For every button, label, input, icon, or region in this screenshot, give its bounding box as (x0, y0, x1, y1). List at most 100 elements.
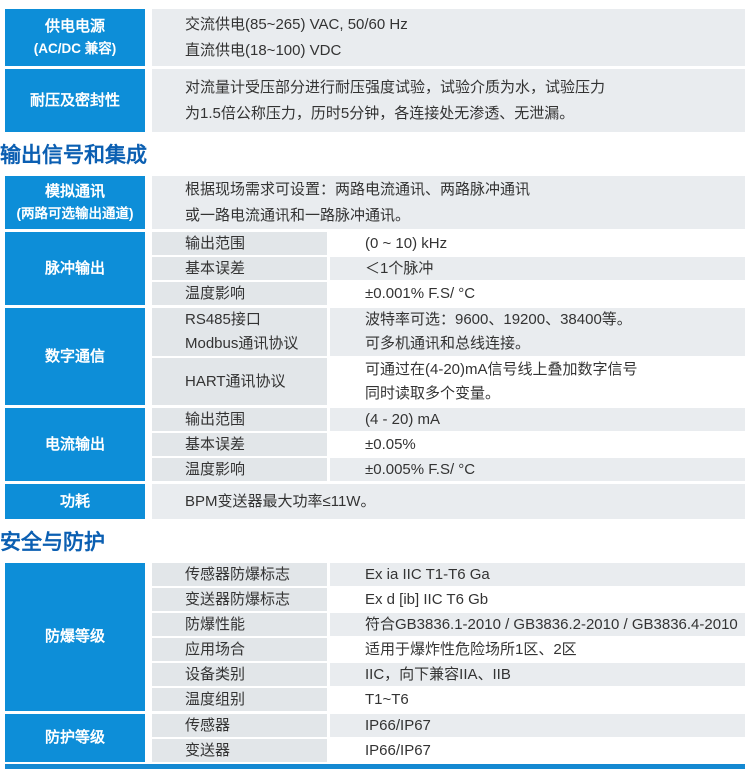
row-label: 输出范围 (152, 408, 327, 431)
value-line2: 或一路电流通讯和一路脉冲通讯。 (185, 206, 411, 224)
row-label: HART通讯协议 (152, 358, 327, 405)
table-row: 变送器防爆标志 Ex d [ib] IIC T6 Gb (152, 588, 745, 611)
table-row: 应用场合 适用于爆炸性危险场所1区、2区 (152, 638, 745, 661)
label-line1: HART通讯协议 (185, 372, 286, 390)
row-label: 变送器 (152, 739, 327, 762)
table-row: 传感器防爆标志 Ex ia IIC T1-T6 Ga (152, 563, 745, 586)
row-value: (4 - 20) mA (330, 408, 745, 431)
row-label: 温度影响 (152, 458, 327, 481)
table-row: RS485接口 Modbus通讯协议 波特率可选：9600、19200、3840… (152, 308, 745, 356)
value-line2: 直流供电(18~100) VDC (185, 41, 342, 59)
group-header-current-output: 电流输出 (5, 408, 145, 481)
row-value: (0 ~ 10) kHz (330, 232, 745, 255)
group-explosion-proof-rating: 防爆等级 传感器防爆标志 Ex ia IIC T1-T6 Ga 变送器防爆标志 … (5, 563, 745, 711)
group-header-digital-comm: 数字通信 (5, 308, 145, 405)
row-value: IP66/IP67 (330, 739, 745, 762)
table-row: BPM变送器最大功率≤11W。 (152, 484, 745, 519)
value-line1: 可通过在(4-20)mA信号线上叠加数字信号 (365, 360, 638, 378)
table-row: 设备类别 IIC，向下兼容IIA、IIB (152, 663, 745, 686)
row-value: 根据现场需求可设置：两路电流通讯、两路脉冲通讯 或一路电流通讯和一路脉冲通讯。 (152, 176, 745, 229)
row-label: 应用场合 (152, 638, 327, 661)
row-label: 基本误差 (152, 257, 327, 280)
value-line1: 根据现场需求可设置：两路电流通讯、两路脉冲通讯 (185, 180, 531, 198)
row-value: IIC，向下兼容IIA、IIB (330, 663, 745, 686)
label-line1: RS485接口 (185, 311, 261, 328)
row-value: Ex ia IIC T1-T6 Ga (330, 563, 745, 586)
group-header-power-supply: 供电电源 (AC/DC 兼容) (5, 9, 145, 66)
group-rows: 传感器 IP66/IP67 变送器 IP66/IP67 (152, 714, 745, 762)
row-label: 输出范围 (152, 232, 327, 255)
value-line1: 交流供电(85~265) VAC, 50/60 Hz (185, 15, 408, 33)
value-line1: 对流量计受压部分进行耐压强度试验，试验介质为水，试验压力 (185, 78, 606, 96)
group-analog-comm: 模拟通讯 (两路可选输出通道) 根据现场需求可设置：两路电流通讯、两路脉冲通讯 … (5, 176, 745, 229)
row-label: 传感器 (152, 714, 327, 737)
group-header-line1: 脉冲输出 (44, 259, 105, 277)
output-spec-table: 模拟通讯 (两路可选输出通道) 根据现场需求可设置：两路电流通讯、两路脉冲通讯 … (5, 176, 745, 519)
table-row: 根据现场需求可设置：两路电流通讯、两路脉冲通讯 或一路电流通讯和一路脉冲通讯。 (152, 176, 745, 229)
row-value: 波特率可选：9600、19200、38400等。 可多机通讯和总线连接。 (330, 308, 745, 356)
row-label: 设备类别 (152, 663, 327, 686)
label-line2: Modbus通讯协议 (185, 335, 299, 352)
value-line1: 波特率可选：9600、19200、38400等。 (365, 311, 632, 328)
group-rows: RS485接口 Modbus通讯协议 波特率可选：9600、19200、3840… (152, 308, 745, 405)
group-header-power-consumption: 功耗 (5, 484, 145, 519)
row-value: ±0.001% F.S/ °C (330, 282, 745, 305)
row-label: 温度组别 (152, 688, 327, 711)
group-ingress-protection: 防护等级 传感器 IP66/IP67 变送器 IP66/IP67 (5, 714, 745, 762)
group-header-line1: 防护等级 (44, 729, 105, 747)
table-row: 对流量计受压部分进行耐压强度试验，试验介质为水，试验压力 为1.5倍公称压力，历… (152, 69, 745, 132)
table-row: 输出范围 (4 - 20) mA (152, 408, 745, 431)
table-row: 温度影响 ±0.001% F.S/ °C (152, 282, 745, 305)
row-value: 交流供电(85~265) VAC, 50/60 Hz 直流供电(18~100) … (152, 9, 745, 66)
row-value: T1~T6 (330, 688, 745, 711)
table-row: 输出范围 (0 ~ 10) kHz (152, 232, 745, 255)
table-row: 防爆性能 符合GB3836.1-2010 / GB3836.2-2010 / G… (152, 613, 745, 636)
row-value: 适用于爆炸性危险场所1区、2区 (330, 638, 745, 661)
group-header-line1: 数字通信 (44, 347, 105, 365)
group-header-line1: 防爆等级 (44, 628, 105, 646)
group-header-line1: 耐压及密封性 (29, 91, 120, 109)
power-spec-table: 供电电源 (AC/DC 兼容) 交流供电(85~265) VAC, 50/60 … (5, 9, 745, 132)
safety-spec-table: 防爆等级 传感器防爆标志 Ex ia IIC T1-T6 Ga 变送器防爆标志 … (5, 563, 745, 762)
row-label: 基本误差 (152, 433, 327, 456)
group-digital-comm: 数字通信 RS485接口 Modbus通讯协议 波特率可选：9600、19200… (5, 308, 745, 405)
row-label: 变送器防爆标志 (152, 588, 327, 611)
group-power-supply: 供电电源 (AC/DC 兼容) 交流供电(85~265) VAC, 50/60 … (5, 9, 745, 66)
group-rows: 对流量计受压部分进行耐压强度试验，试验介质为水，试验压力 为1.5倍公称压力，历… (152, 69, 745, 132)
value-line2: 可多机通讯和总线连接。 (365, 335, 531, 352)
group-header-line1: 模拟通讯 (44, 183, 105, 201)
table-row: HART通讯协议 可通过在(4-20)mA信号线上叠加数字信号 同时读取多个变量… (152, 358, 745, 405)
group-header-ingress-protection: 防护等级 (5, 714, 145, 762)
row-label: 传感器防爆标志 (152, 563, 327, 586)
group-header-line1: 供电电源 (44, 18, 105, 36)
section-title-output-signals: 输出信号和集成 (0, 144, 147, 167)
group-header-line1: 功耗 (59, 492, 90, 510)
group-pressure-seal: 耐压及密封性 对流量计受压部分进行耐压强度试验，试验介质为水，试验压力 为1.5… (5, 69, 745, 132)
group-header-pressure-seal: 耐压及密封性 (5, 69, 145, 132)
group-header-explosion-proof: 防爆等级 (5, 563, 145, 711)
group-header-line2: (AC/DC 兼容) (33, 40, 117, 56)
table-row: 温度影响 ±0.005% F.S/ °C (152, 458, 745, 481)
value-line2: 为1.5倍公称压力，历时5分钟，各连接处无渗透、无泄漏。 (185, 104, 575, 122)
row-value: BPM变送器最大功率≤11W。 (152, 484, 745, 519)
row-label: 温度影响 (152, 282, 327, 305)
section-title-safety-protection: 安全与防护 (0, 531, 105, 554)
row-value: ＜1个脉冲 (330, 257, 745, 280)
group-rows: 输出范围 (4 - 20) mA 基本误差 ±0.05% 温度影响 ±0.005… (152, 408, 745, 481)
group-current-output: 电流输出 输出范围 (4 - 20) mA 基本误差 ±0.05% 温度影响 ±… (5, 408, 745, 481)
group-header-line1: 电流输出 (44, 435, 105, 453)
row-value: ±0.05% (330, 433, 745, 456)
group-power-consumption: 功耗 BPM变送器最大功率≤11W。 (5, 484, 745, 519)
group-rows: 传感器防爆标志 Ex ia IIC T1-T6 Ga 变送器防爆标志 Ex d … (152, 563, 745, 711)
row-value: IP66/IP67 (330, 714, 745, 737)
row-value: 符合GB3836.1-2010 / GB3836.2-2010 / GB3836… (330, 613, 745, 636)
table-row: 交流供电(85~265) VAC, 50/60 Hz 直流供电(18~100) … (152, 9, 745, 66)
group-header-line2: (两路可选输出通道) (16, 205, 134, 221)
group-rows: BPM变送器最大功率≤11W。 (152, 484, 745, 519)
row-value: 对流量计受压部分进行耐压强度试验，试验介质为水，试验压力 为1.5倍公称压力，历… (152, 69, 745, 132)
group-rows: 输出范围 (0 ~ 10) kHz 基本误差 ＜1个脉冲 温度影响 ±0.001… (152, 232, 745, 305)
table-row: 温度组别 T1~T6 (152, 688, 745, 711)
group-pulse-output: 脉冲输出 输出范围 (0 ~ 10) kHz 基本误差 ＜1个脉冲 温度影响 ±… (5, 232, 745, 305)
row-label: 防爆性能 (152, 613, 327, 636)
